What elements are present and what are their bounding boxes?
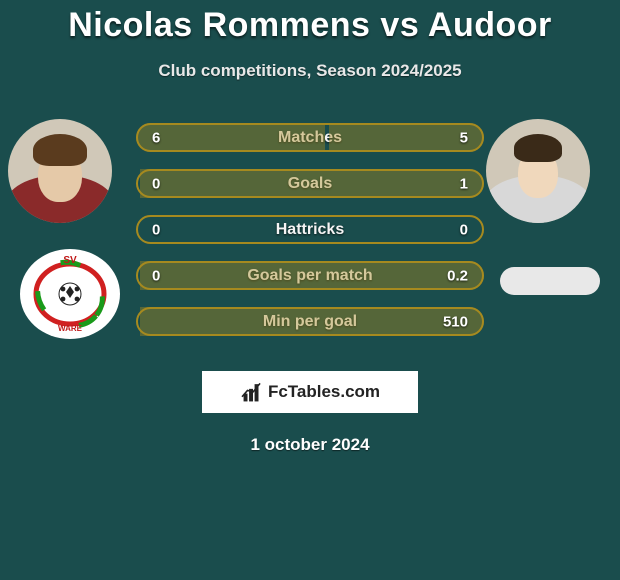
- stat-value-right: 510: [443, 313, 468, 330]
- player-left-avatar: [8, 119, 112, 223]
- stat-bars: 6Matches50Goals10Hattricks00Goals per ma…: [136, 123, 484, 353]
- brand-text: FcTables.com: [268, 382, 380, 402]
- player-right-avatar: [486, 119, 590, 223]
- stat-value-left: 6: [152, 129, 160, 146]
- stat-value-left: 0: [152, 267, 160, 284]
- chart-icon: [240, 381, 266, 403]
- stat-fill-right: [140, 169, 484, 198]
- stat-value-right: 5: [460, 129, 468, 146]
- brand-badge[interactable]: FcTables.com: [202, 371, 418, 413]
- svg-text:SV: SV: [63, 255, 77, 266]
- subtitle: Club competitions, Season 2024/2025: [0, 61, 620, 81]
- stat-value-right: 1: [460, 175, 468, 192]
- page-title: Nicolas Rommens vs Audoor: [0, 6, 620, 45]
- stat-value-right: 0: [460, 221, 468, 238]
- comparison-arena: SV WARE 6Matches50Goals10Hattricks00Goal…: [0, 119, 620, 359]
- stat-value-right: 0.2: [447, 267, 468, 284]
- player-right-club-logo: [500, 267, 600, 295]
- stat-bar: Min per goal510: [136, 307, 484, 336]
- stat-fill-right: [140, 261, 484, 290]
- stat-bar: 0Goals per match0.2: [136, 261, 484, 290]
- date-text: 1 october 2024: [0, 435, 620, 455]
- player-left-club-logo: SV WARE: [20, 249, 120, 339]
- stat-value-left: 0: [152, 221, 160, 238]
- stat-label: Hattricks: [276, 221, 344, 239]
- stat-bar: 0Goals1: [136, 169, 484, 198]
- stat-bar: 0 Hattricks 0: [136, 215, 484, 244]
- stat-bar: 6Matches5: [136, 123, 484, 152]
- stat-fill-right: [140, 307, 484, 336]
- stat-fill-left: [136, 123, 325, 152]
- comparison-card: Nicolas Rommens vs Audoor Club competiti…: [0, 0, 620, 580]
- svg-text:WARE: WARE: [58, 324, 83, 333]
- stat-value-left: 0: [152, 175, 160, 192]
